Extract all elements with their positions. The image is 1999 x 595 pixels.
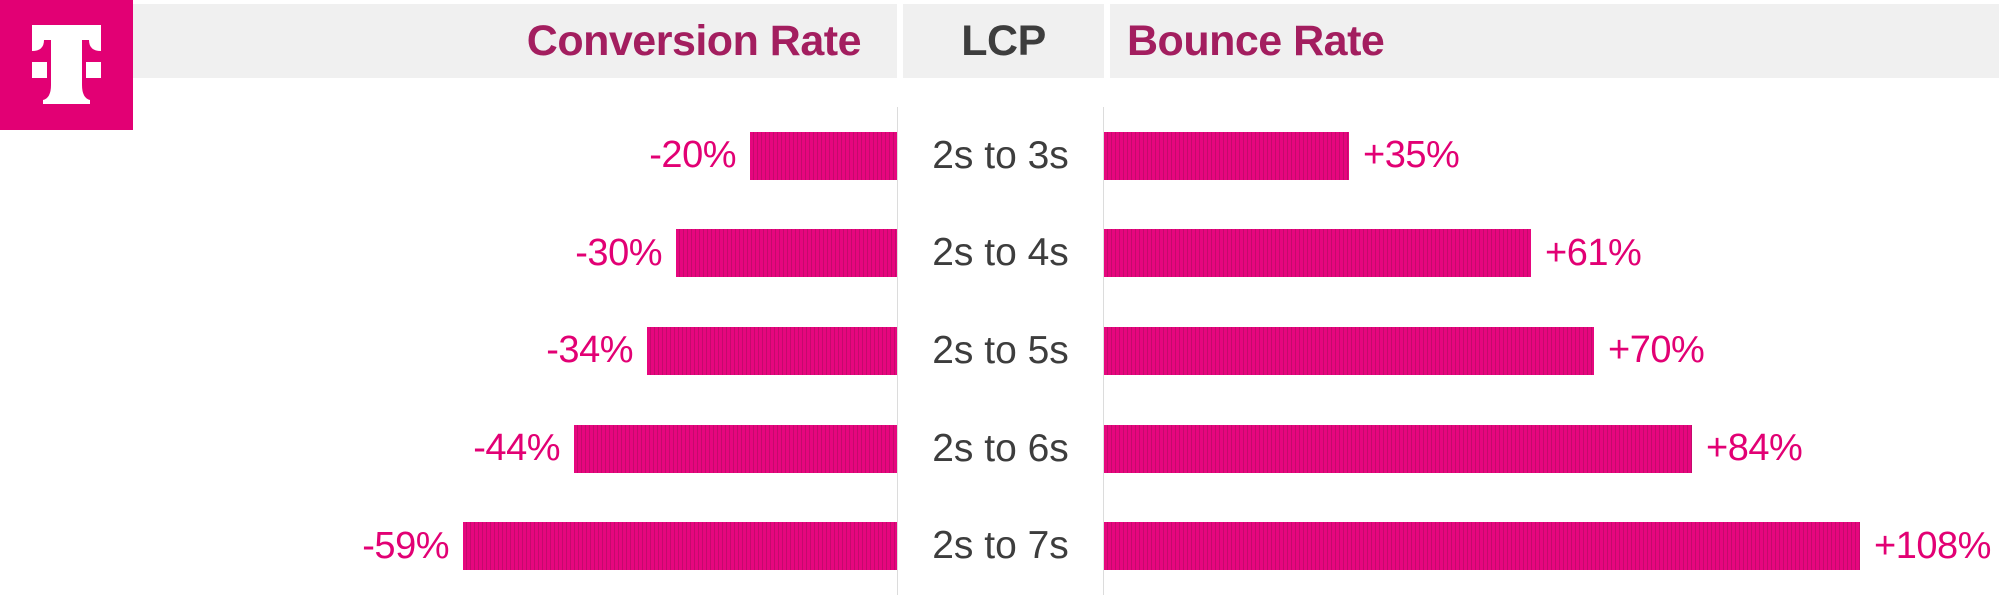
lcp-column: 2s to 3s 2s to 4s 2s to 5s 2s to 6s 2s to 7s <box>897 78 1104 595</box>
bounce-rate-bar <box>1104 131 1349 180</box>
telekom-t-icon <box>32 25 101 104</box>
lcp-range-row: 2s to 6s <box>897 400 1104 498</box>
conversion-rate-bar <box>750 131 897 180</box>
conversion-value-label: -44% <box>473 427 560 470</box>
bounce-value-label: +70% <box>1608 329 1705 372</box>
conversion-rate-row: -59% <box>0 497 897 595</box>
bounce-rate-row: +84% <box>1104 400 1999 498</box>
bounce-rate-row: +70% <box>1104 302 1999 400</box>
header-bounce-rate: Bounce Rate <box>1104 4 1999 78</box>
lcp-range-label: 2s to 4s <box>932 231 1069 275</box>
conversion-rate-title: Conversion Rate <box>526 16 862 65</box>
bounce-rate-row: +61% <box>1104 205 1999 303</box>
bounce-value-label: +61% <box>1545 231 1642 274</box>
lcp-range-row: 2s to 3s <box>897 107 1104 205</box>
header-lcp: LCP <box>897 4 1104 78</box>
bounce-value-label: +84% <box>1706 427 1803 470</box>
conversion-rate-bar <box>676 229 897 278</box>
lcp-range-row: 2s to 7s <box>897 497 1104 595</box>
conversion-rate-row: -20% <box>0 107 897 205</box>
header-conversion-rate: Conversion Rate <box>0 4 897 78</box>
chart-body: -20% -30% -34% -44% -59% 2s to 3s 2s to 4s 2s … <box>0 78 1999 595</box>
conversion-rate-row: -30% <box>0 205 897 303</box>
bounce-rate-bar <box>1104 424 1692 473</box>
chart-header: Conversion Rate LCP Bounce Rate <box>0 0 1999 78</box>
conversion-rate-row: -34% <box>0 302 897 400</box>
lcp-range-row: 2s to 4s <box>897 205 1104 303</box>
bounce-value-label: +35% <box>1363 134 1460 177</box>
lcp-range-label: 2s to 5s <box>932 328 1069 372</box>
bounce-rate-bar <box>1104 229 1531 278</box>
bounce-value-label: +108% <box>1874 524 1991 567</box>
lcp-title: LCP <box>961 16 1046 65</box>
bounce-rate-bar <box>1104 522 1860 571</box>
conversion-value-label: -20% <box>649 134 736 177</box>
conversion-rate-bar <box>647 326 897 375</box>
lcp-range-label: 2s to 6s <box>932 426 1069 470</box>
conversion-rate-bar <box>463 522 897 571</box>
bounce-rate-bar <box>1104 326 1594 375</box>
t-mobile-logo <box>0 0 133 130</box>
bounce-rate-row: +108% <box>1104 497 1999 595</box>
conversion-rate-row: -44% <box>0 400 897 498</box>
conversion-value-label: -34% <box>546 329 633 372</box>
conversion-value-label: -30% <box>575 231 662 274</box>
lcp-range-label: 2s to 3s <box>932 133 1069 177</box>
conversion-value-label: -59% <box>362 524 449 567</box>
bounce-rate-row: +35% <box>1104 107 1999 205</box>
lcp-range-label: 2s to 7s <box>932 524 1069 568</box>
bounce-rate-title: Bounce Rate <box>1127 16 1385 65</box>
conversion-rate-bar <box>574 424 897 473</box>
lcp-range-row: 2s to 5s <box>897 302 1104 400</box>
bounce-rate-column: +35% +61% +70% +84% +108% <box>1104 78 1999 595</box>
conversion-rate-column: -20% -30% -34% -44% -59% <box>0 78 897 595</box>
